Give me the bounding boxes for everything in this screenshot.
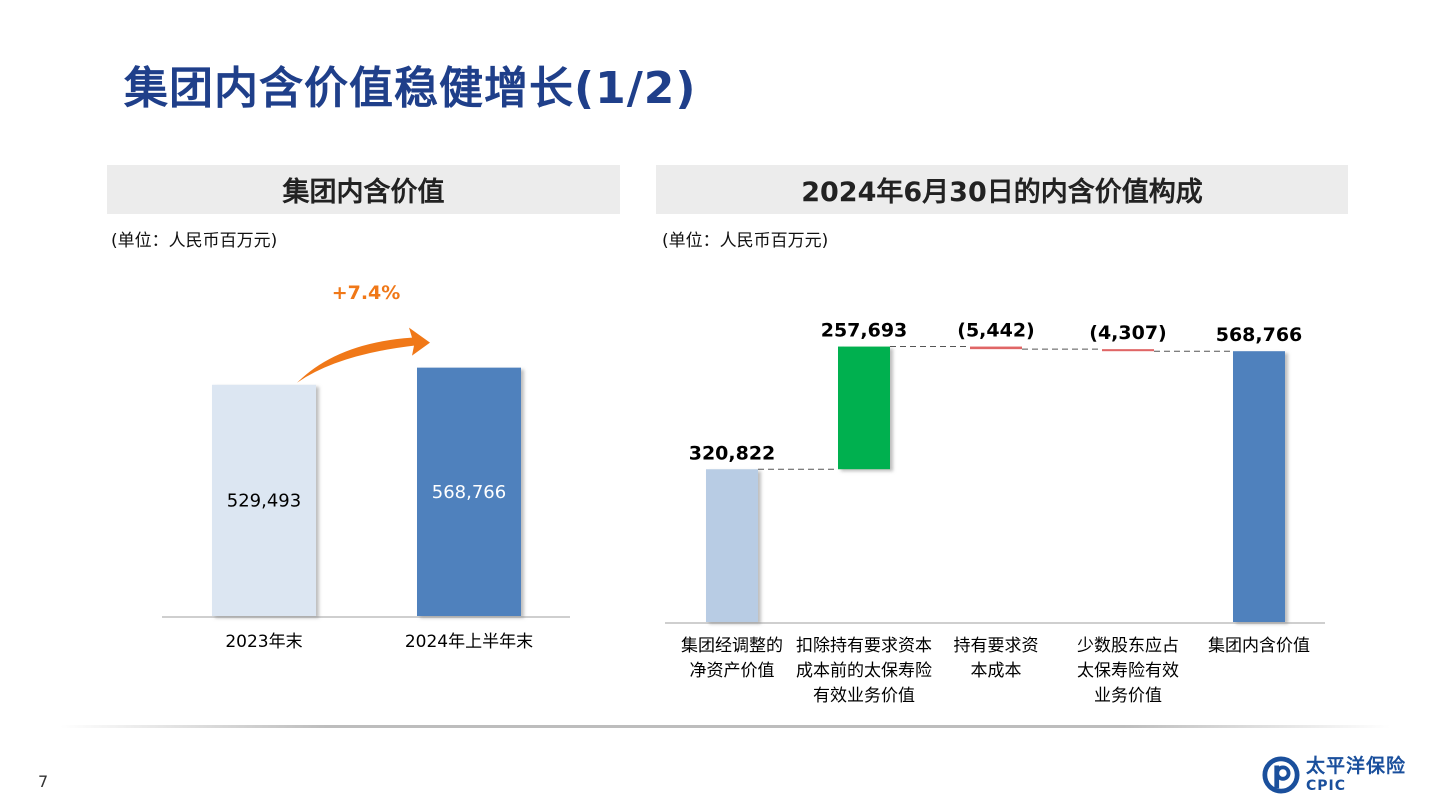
waterfall-bar-2: [970, 346, 1022, 350]
cpic-logo-icon: [1262, 756, 1300, 794]
company-logo: 太平洋保险 CPIC: [1262, 756, 1406, 794]
waterfall-value-label: (5,442): [957, 320, 1034, 342]
waterfall-category-label: 集团内含价值: [1208, 636, 1310, 656]
waterfall-category-label: 持有要求资: [954, 636, 1039, 656]
bar-1: [417, 367, 521, 616]
waterfall-category-label: 本成本: [971, 661, 1022, 681]
category-label: 2024年上半年末: [405, 632, 533, 652]
waterfall-category-label: 业务价值: [1094, 686, 1162, 706]
bar-0: [212, 384, 316, 616]
waterfall-bar-1: [838, 346, 890, 470]
waterfall-bar-4: [1233, 351, 1285, 622]
waterfall-value-label: (4,307): [1089, 322, 1166, 344]
waterfall-bar-3: [1102, 349, 1154, 352]
page-title: 集团内含价值稳健增长(1/2): [124, 63, 697, 114]
waterfall-value-label: 320,822: [689, 442, 776, 464]
waterfall-value-label: 568,766: [1216, 324, 1303, 346]
logo-english-text: CPIC: [1306, 778, 1347, 794]
footer-divider: [60, 725, 1390, 728]
left-bar-chart: 529,493 2023年末 568,766 2024年上半年末 +7.4%: [162, 282, 570, 652]
left-unit-label: (单位：人民币百万元): [111, 231, 278, 251]
waterfall-category-label: 少数股东应占: [1077, 636, 1179, 656]
waterfall-category-label: 集团经调整的: [681, 636, 783, 656]
waterfall-category-label: 太保寿险有效: [1077, 661, 1179, 681]
waterfall-category-label: 扣除持有要求资本: [796, 636, 932, 656]
left-panel-header: 集团内含价值: [107, 165, 620, 214]
waterfall-category-label: 有效业务价值: [813, 686, 915, 706]
growth-label: +7.4%: [332, 282, 401, 304]
bar-value-label: 568,766: [432, 482, 506, 503]
waterfall-category-label: 成本前的太保寿险: [796, 661, 932, 681]
page-number: 7: [38, 772, 49, 791]
waterfall-value-label: 257,693: [821, 320, 908, 342]
waterfall-category-label: 净资产价值: [690, 661, 775, 681]
category-label: 2023年末: [225, 632, 302, 652]
logo-chinese-text: 太平洋保险: [1306, 755, 1407, 777]
right-unit-label: (单位：人民币百万元): [662, 231, 829, 251]
waterfall-bar-0: [706, 469, 758, 622]
right-panel-header: 2024年6月30日的内含价值构成: [656, 165, 1348, 214]
growth-arrow-icon: [297, 327, 430, 383]
bar-value-label: 529,493: [227, 490, 301, 511]
